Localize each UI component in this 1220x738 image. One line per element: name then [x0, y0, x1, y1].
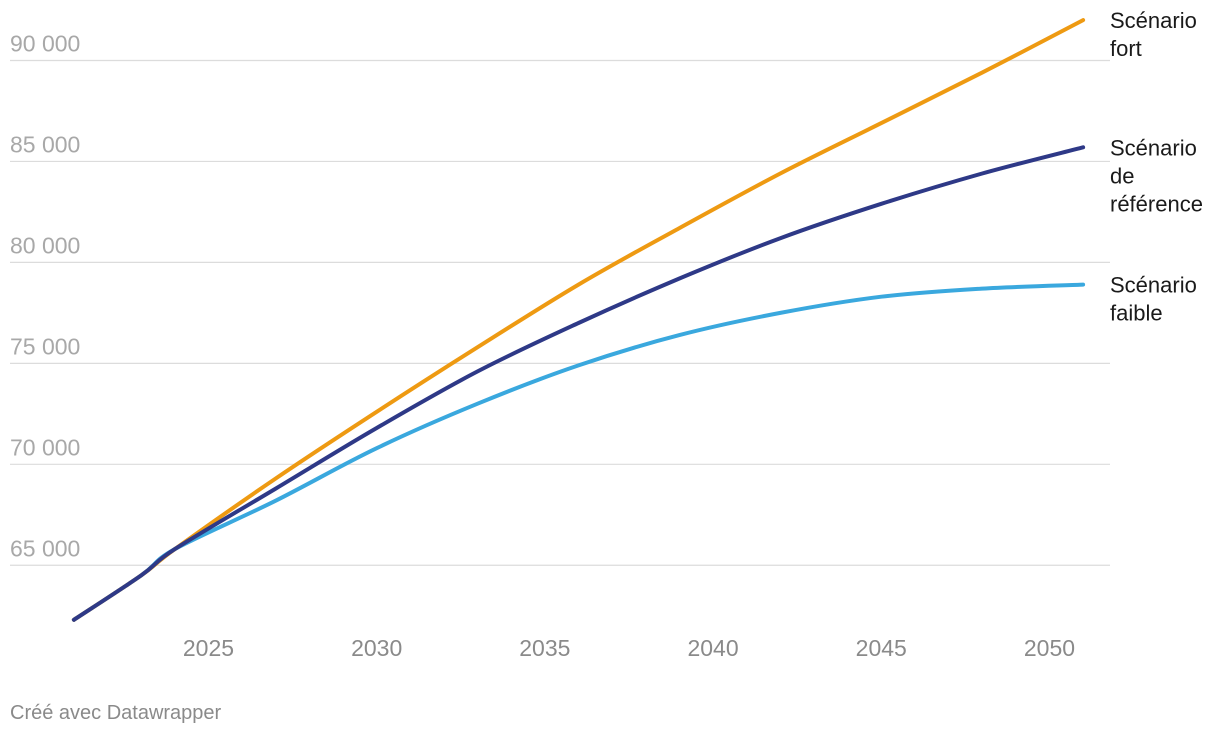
x-tick-label: 2040: [687, 635, 738, 661]
series-label-scenario-faible: faible: [1110, 301, 1163, 326]
series-label-scenario-fort: Scénario: [1110, 8, 1197, 33]
y-tick-label: 85 000: [10, 131, 80, 157]
y-tick-label: 80 000: [10, 232, 80, 258]
series-line-scenario-reference: [71, 145, 1086, 622]
series-line-scenario-fort: [71, 18, 1086, 622]
x-tick-label: 2045: [856, 635, 907, 661]
x-tick-label: 2030: [351, 635, 402, 661]
series-line-scenario-faible: [71, 282, 1086, 622]
x-tick-label: 2050: [1024, 635, 1075, 661]
y-tick-label: 90 000: [10, 30, 80, 56]
series-label-scenario-faible: Scénario: [1110, 273, 1197, 298]
series-label-scenario-reference: de: [1110, 163, 1134, 188]
x-tick-label: 2035: [519, 635, 570, 661]
y-tick-label: 65 000: [10, 535, 80, 561]
series-label-scenario-reference: Scénario: [1110, 135, 1197, 160]
credit-text: Créé avec Datawrapper: [10, 702, 222, 724]
series-label-scenario-fort: fort: [1110, 36, 1142, 61]
series-label-scenario-reference: référence: [1110, 191, 1203, 216]
x-tick-label: 2025: [183, 635, 234, 661]
y-tick-label: 75 000: [10, 333, 80, 359]
y-tick-label: 70 000: [10, 434, 80, 460]
